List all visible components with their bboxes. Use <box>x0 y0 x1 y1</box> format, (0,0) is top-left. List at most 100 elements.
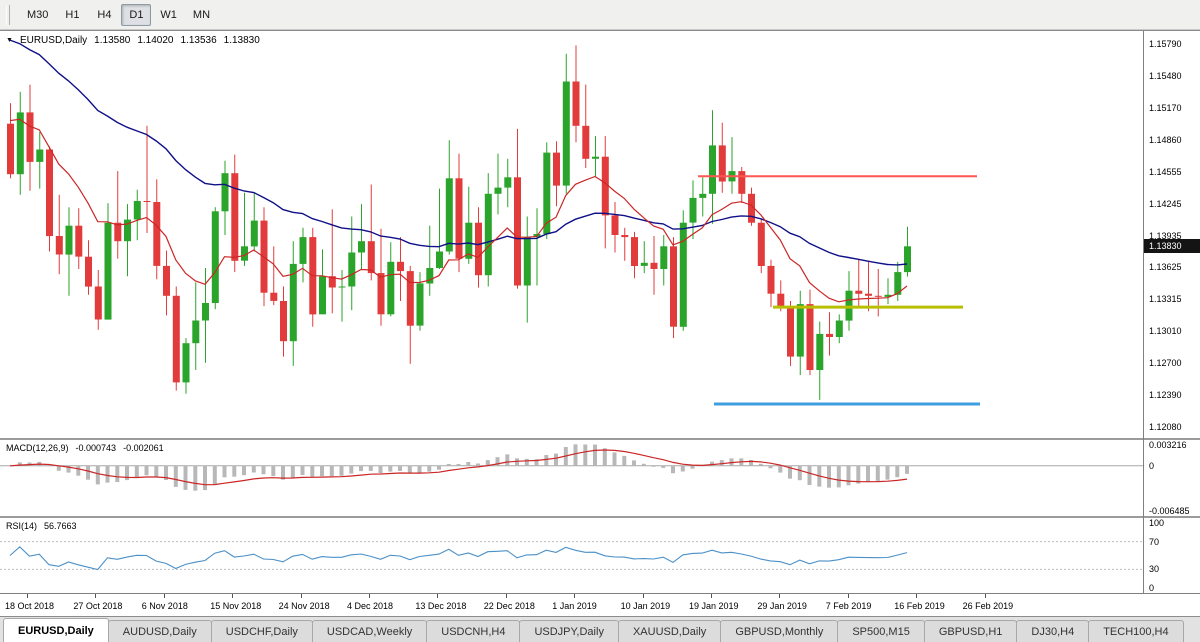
price-axis[interactable]: 1.13830 1.15790 1.15480 1.15170 1.14860 1.14… <box>1144 31 1200 438</box>
chart-tab-usdjpy[interactable]: USDJPY,Daily <box>519 620 619 642</box>
price-pane[interactable]: ▼ EURUSD,Daily 1.13580 1.14020 1.13536 1… <box>0 31 1143 438</box>
pane-splitter[interactable] <box>0 516 1200 518</box>
macd-value-signal: -0.002061 <box>123 443 164 453</box>
ohlc-high: 1.14020 <box>137 35 174 46</box>
price-axis-border <box>1143 31 1144 593</box>
chart-tab-tech100[interactable]: TECH100,H4 <box>1088 620 1184 642</box>
time-axis-tick <box>984 594 986 598</box>
time-axis-tick <box>642 594 644 598</box>
chart-tab-eurusd[interactable]: EURUSD,Daily <box>3 618 109 642</box>
toolbar-grip[interactable] <box>6 4 10 25</box>
chart-tab-audusd[interactable]: AUDUSD,Daily <box>107 620 212 642</box>
current-price-badge: 1.13830 <box>1144 239 1200 253</box>
time-axis-tick <box>505 594 507 598</box>
macd-signal-line <box>9 449 908 486</box>
time-axis-tick <box>574 594 576 598</box>
timeframe-button-h4[interactable]: H4 <box>97 8 112 21</box>
time-axis[interactable]: 18 Oct 2018 27 Oct 2018 6 Nov 2018 15 Nov 2… <box>0 593 1200 617</box>
chart-tab-xauusd[interactable]: XAUUSD,Daily <box>617 620 722 642</box>
rsi-axis[interactable]: 100 70 30 0 <box>1144 518 1200 593</box>
rsi-label: RSI(14) 56.7663 <box>6 521 77 531</box>
price-axis-label: 1.12390 <box>1149 390 1182 400</box>
macd-axis-label: -0.006485 <box>1149 506 1190 516</box>
ohlc-close: 1.13830 <box>223 35 260 46</box>
chart-tab-gbpusd[interactable]: GBPUSD,H1 <box>923 620 1018 642</box>
time-axis-label: 24 Nov 2018 <box>278 601 330 611</box>
time-axis-label: 15 Nov 2018 <box>210 601 262 611</box>
time-axis-tick <box>437 594 439 598</box>
price-axis-label: 1.15480 <box>1149 71 1182 81</box>
rsi-name: RSI(14) <box>6 521 38 531</box>
ohlc-low: 1.13536 <box>180 35 217 46</box>
timeframe-button-m30[interactable]: M30 <box>27 8 49 21</box>
ohlc-open: 1.13580 <box>94 35 131 46</box>
chart-window: ▼ EURUSD,Daily 1.13580 1.14020 1.13536 1… <box>0 30 1200 617</box>
ma-fast-line <box>9 118 908 303</box>
chart-tabs-bar: EURUSD,Daily AUDUSD,Daily USDCHF,Daily USDC… <box>0 616 1200 642</box>
macd-label: MACD(12,26,9) -0.000743 -0.002061 <box>6 443 164 453</box>
time-axis-label: 19 Jan 2019 <box>689 601 739 611</box>
rsi-axis-label: 70 <box>1149 537 1160 547</box>
candles-group <box>7 45 911 400</box>
chart-tab-dj30[interactable]: DJ30,H4 <box>1016 620 1090 642</box>
macd-axis-label: 0 <box>1149 461 1155 471</box>
rsi-axis-label: 30 <box>1149 564 1160 574</box>
price-axis-label: 1.13935 <box>1149 231 1182 241</box>
price-axis-label: 1.14245 <box>1149 199 1182 209</box>
rsi-axis-label: 100 <box>1149 518 1165 528</box>
price-axis-label: 1.15790 <box>1149 39 1182 49</box>
rsi-pane[interactable]: RSI(14) 56.7663 <box>0 518 1143 593</box>
time-axis-label: 6 Nov 2018 <box>141 601 188 611</box>
time-axis-label: 16 Feb 2019 <box>894 601 945 611</box>
timeframe-button-d1[interactable]: D1 <box>121 3 152 26</box>
chart-title: ▼ EURUSD,Daily 1.13580 1.14020 1.13536 1… <box>6 35 260 46</box>
chart-tab-usdchf[interactable]: USDCHF,Daily <box>210 620 313 642</box>
time-axis-label: 13 Dec 2018 <box>415 601 467 611</box>
chart-tab-sp500[interactable]: SP500,M15 <box>837 620 925 642</box>
time-axis-label: 4 Dec 2018 <box>347 601 394 611</box>
price-axis-label: 1.14860 <box>1149 135 1182 145</box>
timeframe-button-mn[interactable]: MN <box>192 8 211 21</box>
time-axis-label: 27 Oct 2018 <box>73 601 123 611</box>
price-axis-column[interactable]: 1.13830 1.15790 1.15480 1.15170 1.14860 1.14… <box>1144 31 1200 593</box>
time-axis-tick <box>779 594 781 598</box>
time-axis-tick <box>163 594 165 598</box>
chart-tab-gbpusd[interactable]: GBPUSD,Monthly <box>720 620 839 642</box>
time-axis-label: 7 Feb 2019 <box>825 601 872 611</box>
ma-slow-line <box>9 39 908 266</box>
chart-tab-usdcnh[interactable]: USDCNH,H4 <box>426 620 521 642</box>
timeframe-button-h1[interactable]: H1 <box>65 8 80 21</box>
rsi-axis-label: 0 <box>1149 583 1155 593</box>
price-axis-label: 1.12080 <box>1149 422 1182 432</box>
rsi-line <box>9 546 908 571</box>
timeframe-button-w1[interactable]: W1 <box>160 8 177 21</box>
time-axis-tick <box>369 594 370 598</box>
macd-name: MACD(12,26,9) <box>6 443 69 453</box>
time-axis-tick <box>95 594 97 598</box>
macd-canvas[interactable] <box>0 440 1143 516</box>
time-axis-tick <box>711 594 712 598</box>
macd-axis[interactable]: 0.003216 0 -0.006485 <box>1144 440 1200 516</box>
price-axis-label: 1.13625 <box>1149 262 1182 272</box>
price-axis-label: 1.14555 <box>1149 167 1182 177</box>
rsi-value: 56.7663 <box>44 521 77 531</box>
rsi-canvas[interactable] <box>0 518 1143 593</box>
pane-splitter[interactable] <box>0 438 1200 440</box>
timeframe-button-group: M30 H1 H4 D1 W1 MN <box>20 3 217 26</box>
time-axis-label: 18 Oct 2018 <box>5 601 55 611</box>
macd-axis-label: 0.003216 <box>1149 440 1187 450</box>
time-axis-tick <box>916 594 918 598</box>
time-axis-label: 10 Jan 2019 <box>620 601 671 611</box>
time-axis-tick <box>847 594 849 598</box>
chart-menu-icon[interactable]: ▼ <box>6 36 13 44</box>
time-axis-tick <box>27 594 28 598</box>
chart-tab-usdcad[interactable]: USDCAD,Weekly <box>311 620 428 642</box>
price-axis-label: 1.13315 <box>1149 294 1182 304</box>
macd-value-main: -0.000743 <box>75 443 117 453</box>
time-axis-label: 26 Feb 2019 <box>962 601 1014 611</box>
price-axis-label: 1.12700 <box>1149 358 1182 368</box>
time-axis-tick <box>232 594 234 598</box>
macd-pane[interactable]: MACD(12,26,9) -0.000743 -0.002061 <box>0 440 1143 516</box>
time-axis-label: 1 Jan 2019 <box>552 601 597 611</box>
price-chart-canvas[interactable] <box>0 31 1143 438</box>
